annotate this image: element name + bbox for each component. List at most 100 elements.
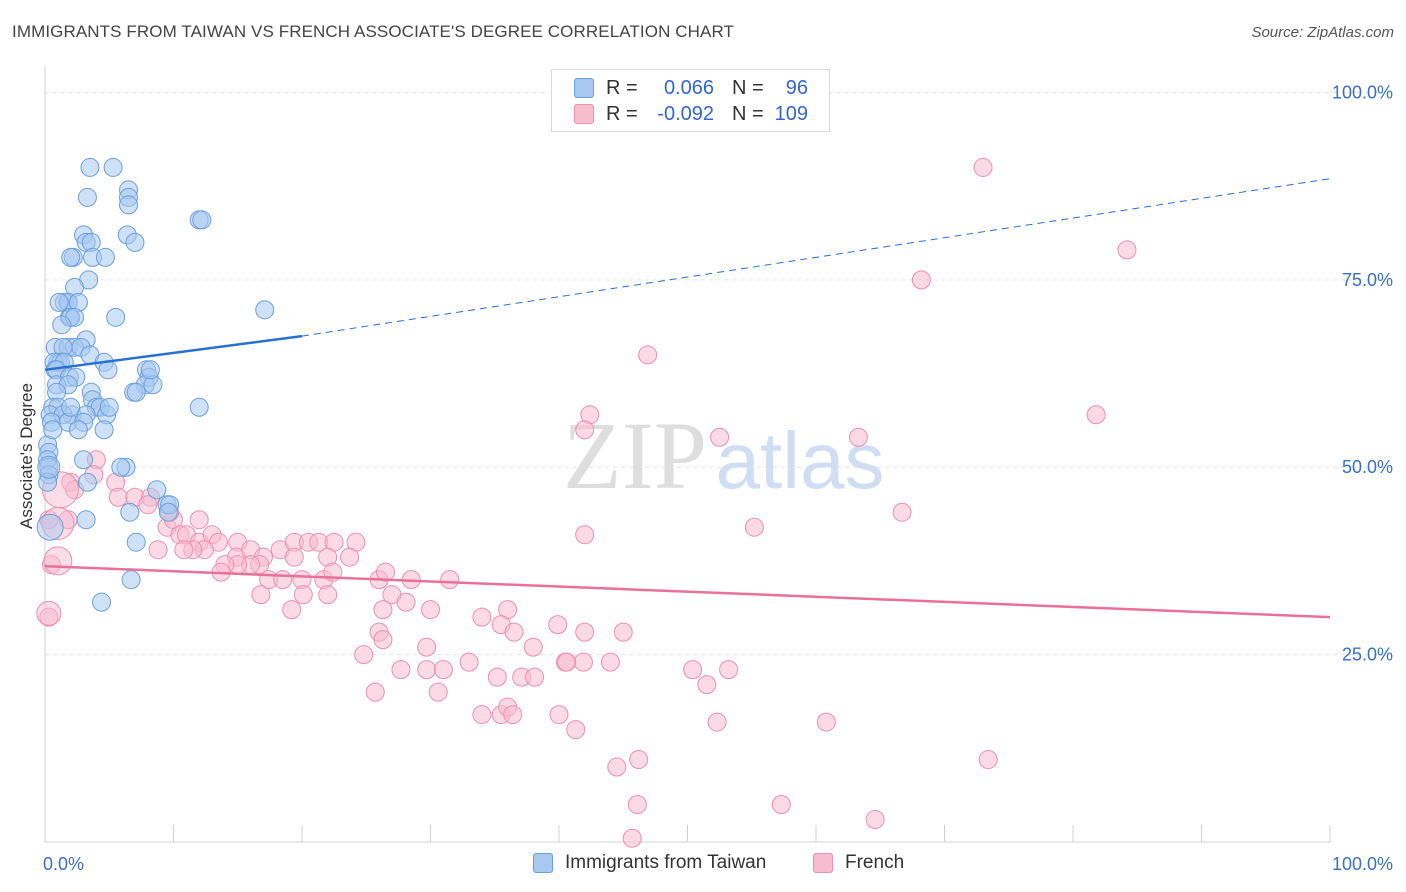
french-point xyxy=(472,705,492,725)
taiwan-point xyxy=(121,570,141,590)
taiwan-point xyxy=(77,472,97,492)
grid-lines xyxy=(45,91,1392,656)
y-tick-label: 25.0% xyxy=(1342,645,1393,665)
french-r-label: R = xyxy=(606,102,638,125)
taiwan-point xyxy=(106,307,126,327)
french-point xyxy=(417,660,437,680)
french-point xyxy=(373,630,393,650)
french-point xyxy=(629,750,649,770)
taiwan-point xyxy=(125,232,145,252)
y-axis-label: Associate's Degree xyxy=(17,383,36,529)
french-point xyxy=(421,600,440,620)
french-point xyxy=(43,546,73,576)
stats-legend: R = 0.066 N = 96 R = -0.092 N = 109 xyxy=(551,69,830,132)
french-point xyxy=(504,622,524,642)
french-trend-line xyxy=(44,564,1331,619)
taiwan-point xyxy=(158,502,178,522)
taiwan-point xyxy=(49,292,69,312)
french-point xyxy=(433,660,453,680)
french-point xyxy=(282,600,302,620)
french-n-value: 109 xyxy=(774,102,808,125)
taiwan-point xyxy=(68,420,88,440)
french-point xyxy=(391,660,411,680)
taiwan-n-value: 96 xyxy=(785,76,808,99)
french-point xyxy=(174,540,194,560)
taiwan-point xyxy=(61,247,81,267)
french-point xyxy=(978,750,998,770)
french-point xyxy=(459,652,479,672)
french-point xyxy=(848,427,868,447)
french-point xyxy=(487,667,507,687)
legend-item-taiwan[interactable]: Immigrants from Taiwan xyxy=(533,852,766,874)
french-point xyxy=(573,652,593,672)
french-point xyxy=(697,675,717,695)
legend-item-french[interactable]: French xyxy=(813,852,904,874)
x-tick-label-max: 100.0% xyxy=(1332,854,1393,874)
french-point xyxy=(417,637,437,657)
series-taiwan xyxy=(36,157,275,612)
french-point xyxy=(340,547,360,567)
french-point xyxy=(472,607,492,627)
y-tick-label: 50.0% xyxy=(1342,457,1393,477)
taiwan-point xyxy=(95,247,115,267)
french-point xyxy=(973,157,993,177)
french-point xyxy=(575,525,595,545)
french-swatch xyxy=(574,104,594,124)
french-point xyxy=(36,600,62,626)
french-point xyxy=(627,795,647,815)
french-point xyxy=(710,427,730,447)
french-point xyxy=(638,345,658,365)
french-point xyxy=(284,547,304,567)
taiwan-point xyxy=(192,210,212,230)
french-point xyxy=(148,540,168,560)
series-legend: Immigrants from Taiwan French xyxy=(0,852,1406,878)
french-point xyxy=(607,757,627,777)
french-point xyxy=(613,622,633,642)
y-tick-label: 75.0% xyxy=(1342,270,1393,290)
french-point xyxy=(396,592,416,612)
french-point xyxy=(373,600,393,620)
legend-french-label: French xyxy=(845,852,905,873)
french-point xyxy=(719,660,739,680)
french-point xyxy=(600,652,620,672)
french-point xyxy=(575,420,595,440)
french-r-value: -0.092 xyxy=(657,102,714,125)
french-point xyxy=(251,585,271,605)
taiwan-r-label: R = xyxy=(606,76,638,99)
legend-french-swatch xyxy=(813,853,833,873)
chart-title: IMMIGRANTS FROM TAIWAN VS FRENCH ASSOCIA… xyxy=(12,22,735,41)
french-point xyxy=(273,570,293,590)
french-point xyxy=(622,828,642,848)
taiwan-point xyxy=(74,450,94,470)
taiwan-point xyxy=(103,157,123,177)
legend-row-taiwan: R = 0.066 N = 96 xyxy=(574,75,808,101)
french-n-label: N = xyxy=(732,102,764,125)
tick-labels: 25.0% 50.0% 75.0% 100.0% 0.0% 100.0% xyxy=(43,82,1393,874)
taiwan-point xyxy=(189,397,209,417)
taiwan-point xyxy=(120,502,140,522)
taiwan-point xyxy=(140,360,160,380)
french-point xyxy=(1117,240,1137,260)
taiwan-trend-extension xyxy=(301,178,1331,337)
french-point xyxy=(557,652,577,672)
french-point xyxy=(293,585,313,605)
y-tick-label: 100.0% xyxy=(1332,82,1393,102)
watermark: ZIP atlas xyxy=(563,402,884,509)
french-point xyxy=(138,495,158,515)
taiwan-point xyxy=(255,300,275,320)
taiwan-n-label: N = xyxy=(732,76,764,99)
french-point xyxy=(575,622,595,642)
taiwan-point xyxy=(147,480,167,500)
legend-row-french: R = -0.092 N = 109 xyxy=(574,101,808,127)
french-point xyxy=(1086,405,1106,425)
taiwan-swatch xyxy=(574,78,594,98)
french-point xyxy=(318,585,338,605)
x-tick-label-min: 0.0% xyxy=(43,854,84,874)
french-point xyxy=(548,615,568,635)
taiwan-point xyxy=(36,513,64,541)
french-point xyxy=(865,810,885,830)
french-point xyxy=(354,645,374,665)
french-point xyxy=(892,502,912,522)
taiwan-point xyxy=(76,510,96,530)
french-point xyxy=(566,720,586,740)
